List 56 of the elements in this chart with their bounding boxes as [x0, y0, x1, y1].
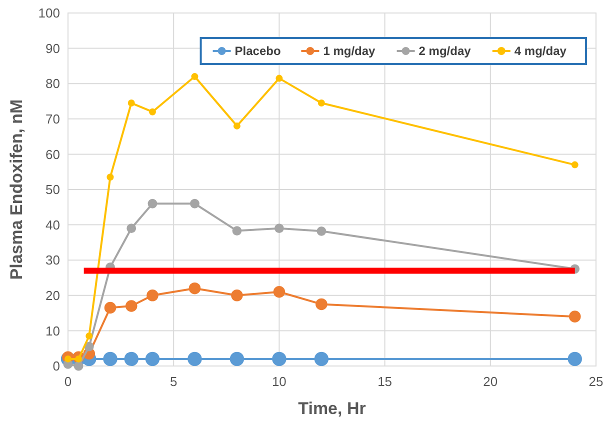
point	[276, 74, 283, 82]
point	[568, 310, 581, 322]
point	[314, 352, 329, 366]
point	[106, 174, 114, 181]
point	[273, 286, 286, 298]
legend-label: 4 mg/day	[514, 44, 567, 58]
y-axis-title: Plasma Endoxifen, nM	[7, 99, 26, 280]
x-axis-title: Time, Hr	[298, 399, 366, 418]
point	[103, 352, 118, 366]
point	[190, 198, 200, 208]
legend-label: 1 mg/day	[323, 44, 376, 58]
x-tick-label: 0	[64, 374, 72, 389]
x-tick-label: 15	[378, 374, 392, 389]
point	[230, 352, 244, 366]
x-tick-label: 5	[170, 374, 178, 389]
y-tick-label: 90	[46, 40, 60, 56]
point	[128, 100, 135, 107]
point	[145, 352, 160, 366]
point	[231, 290, 243, 302]
point	[125, 300, 138, 312]
point	[191, 73, 198, 80]
point	[188, 282, 201, 294]
y-tick-label: 60	[46, 146, 60, 162]
x-tick-label: 10	[272, 374, 286, 389]
point	[568, 352, 582, 366]
point	[104, 302, 116, 314]
y-tick-label: 70	[46, 111, 60, 126]
y-tick-label: 40	[46, 217, 60, 232]
point	[86, 332, 93, 340]
point	[148, 198, 158, 208]
y-tick-label: 50	[46, 182, 60, 198]
point	[146, 290, 158, 302]
legend-label: Placebo	[234, 44, 281, 58]
point	[124, 352, 138, 366]
y-tick-label: 30	[46, 252, 60, 268]
point	[148, 108, 156, 116]
point	[233, 122, 240, 130]
point	[316, 298, 328, 310]
x-tick-label: 25	[588, 374, 604, 389]
x-tick-label: 20	[483, 374, 498, 389]
y-tick-label: 100	[38, 6, 60, 21]
point	[571, 161, 578, 168]
y-tick-label: 80	[46, 76, 60, 92]
y-tick-label: 10	[46, 323, 60, 338]
point	[316, 226, 326, 236]
y-tick-label: 20	[46, 288, 60, 303]
point	[84, 342, 94, 352]
legend-label: 2 mg/day	[418, 44, 472, 58]
y-tick-label: 0	[52, 358, 60, 374]
point	[232, 226, 242, 236]
point	[318, 100, 325, 107]
point	[188, 352, 202, 366]
point	[126, 224, 136, 234]
point	[272, 352, 286, 366]
point	[274, 224, 284, 234]
point	[74, 361, 84, 371]
